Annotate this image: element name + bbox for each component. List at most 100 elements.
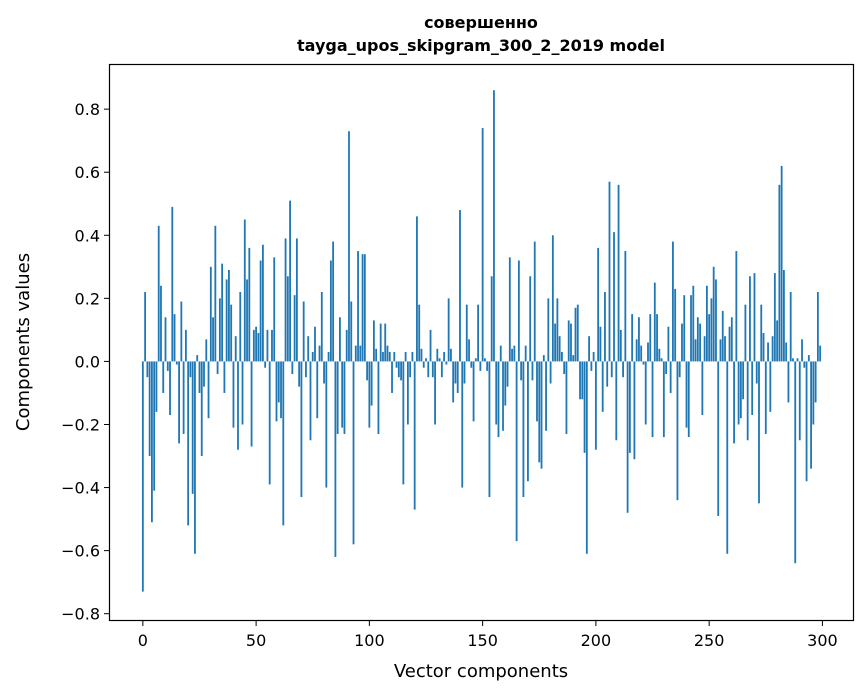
bar [522, 361, 525, 498]
bar [456, 361, 459, 393]
bar [660, 358, 663, 362]
bar [746, 361, 749, 441]
bar [798, 361, 801, 441]
bar [653, 282, 656, 362]
bar [271, 329, 273, 362]
bar [182, 361, 185, 434]
bar [479, 361, 482, 371]
y-tick-label: 0.0 [75, 352, 100, 371]
bar [531, 361, 534, 381]
bar [277, 361, 280, 403]
bar [357, 251, 359, 362]
bar [758, 361, 760, 504]
bar [345, 329, 348, 362]
bar [803, 361, 806, 368]
bar [742, 361, 745, 400]
bar [370, 361, 373, 406]
bar [248, 247, 251, 362]
y-axis-label: Components values [13, 253, 34, 431]
bar [257, 333, 260, 362]
bar [336, 361, 339, 434]
bar [696, 317, 699, 362]
bar [753, 273, 756, 362]
y-axis-ticks: −0.8 −0.6 −0.4 −0.2 0.0 0.2 0.4 0.6 0.8 [61, 100, 110, 624]
bar [273, 257, 276, 362]
bar [266, 329, 269, 362]
bar [585, 361, 588, 554]
bar [762, 333, 765, 362]
bar [434, 361, 436, 425]
bar [594, 361, 597, 450]
bar [608, 181, 611, 362]
bar [395, 361, 398, 368]
bar [477, 304, 480, 362]
bar [282, 361, 285, 526]
bar [708, 314, 711, 362]
bar [513, 345, 516, 362]
bar [400, 361, 402, 381]
bar [771, 336, 774, 362]
bar [221, 263, 224, 362]
bar [440, 361, 443, 378]
bar [393, 351, 396, 362]
bar [216, 361, 219, 375]
x-axis-ticks: 0 50 100 150 200 250 300 [138, 620, 838, 650]
bar [785, 342, 788, 362]
bar [551, 235, 554, 362]
bar [730, 317, 733, 362]
bar [624, 251, 627, 362]
bar [590, 361, 593, 371]
bar [205, 339, 208, 362]
bar [146, 361, 149, 378]
bar [615, 361, 618, 441]
bar [189, 361, 192, 378]
x-tick-label: 250 [694, 631, 725, 650]
bar [549, 361, 552, 384]
bar [413, 361, 416, 510]
bar [604, 292, 606, 362]
bar [717, 361, 720, 516]
y-tick-label: 0.6 [75, 163, 100, 182]
bar [536, 361, 538, 422]
bar [314, 326, 316, 362]
bar [293, 295, 296, 362]
chart-title-line-2: tayga_upos_skipgram_300_2_2019 model [297, 36, 665, 55]
bar [454, 361, 457, 384]
bar [483, 358, 486, 362]
bar [683, 295, 686, 362]
bar [576, 304, 579, 362]
bar [327, 351, 330, 362]
bar [348, 131, 350, 362]
bar [737, 361, 740, 425]
bar [606, 361, 609, 387]
bar [246, 279, 248, 362]
bar [334, 361, 337, 557]
bar [264, 361, 267, 368]
bar [320, 292, 323, 362]
bars-group [141, 90, 822, 592]
bar [563, 361, 566, 375]
bar [375, 348, 378, 362]
bar [626, 361, 629, 513]
bar [783, 269, 785, 362]
bar [819, 345, 822, 362]
bar [377, 361, 380, 434]
bar [406, 361, 409, 425]
bar [515, 361, 518, 542]
bar [699, 323, 701, 362]
bar [545, 361, 547, 431]
bar [486, 361, 489, 371]
bar [468, 339, 470, 362]
bar [452, 361, 455, 403]
bar [667, 326, 670, 362]
bar [200, 361, 203, 457]
bar [651, 361, 654, 438]
bar [286, 276, 289, 362]
bar [230, 304, 233, 362]
bar [733, 361, 735, 444]
bar [481, 128, 484, 362]
bar [687, 361, 690, 438]
bar [760, 304, 763, 362]
bar [814, 361, 817, 403]
